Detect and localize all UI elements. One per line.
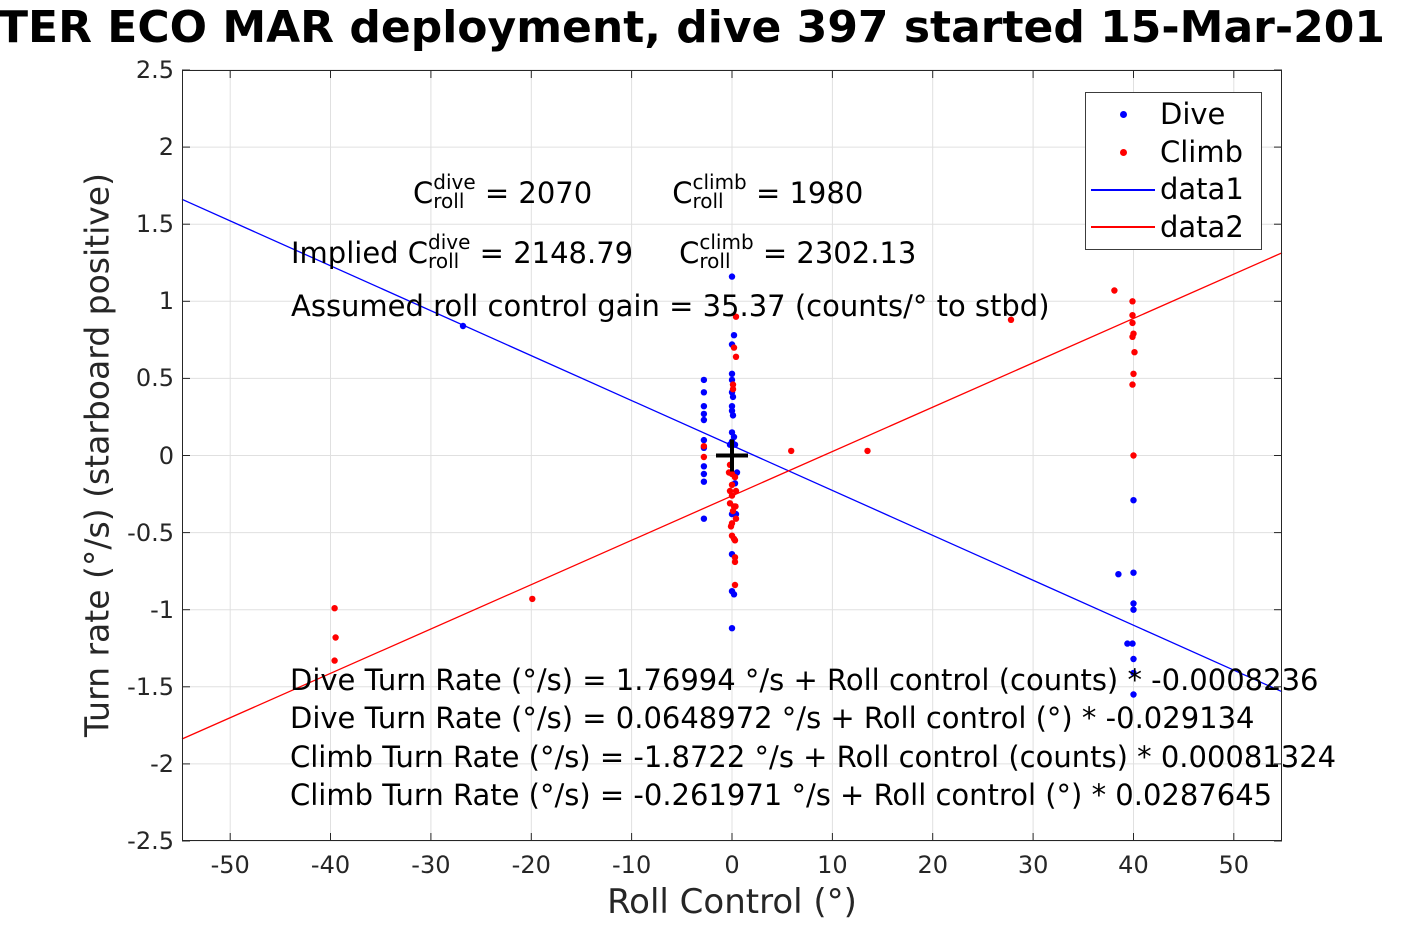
c-climb-scripts: climb roll (692, 170, 747, 213)
legend-item-dive: Dive (1086, 97, 1261, 133)
implied-climb-value: = 2302.13 (753, 236, 917, 270)
c-climb-sup: climb (699, 230, 754, 254)
c-climb-sub: roll (699, 249, 731, 273)
x-tick-label: -30 (411, 851, 451, 879)
red-dot-icon (1119, 148, 1127, 156)
implied-prefix: Implied (291, 236, 408, 270)
c-dive-scripts: dive roll (433, 170, 476, 213)
c-dive-sup: dive (433, 170, 476, 194)
red-line-icon (1091, 226, 1155, 229)
y-tick-label: -1 (150, 595, 174, 624)
implied-dive-value: = 2148.79 (470, 236, 634, 270)
c-dive-scripts: dive roll (428, 230, 471, 273)
y-tick-label: -1.5 (127, 672, 174, 701)
scatter-climb-group (331, 287, 1138, 664)
equation-climb-degrees: Climb Turn Rate (°/s) = -0.261971 °/s + … (290, 778, 1273, 812)
climb-marker-icon (1086, 148, 1160, 156)
c-dive-sub: roll (428, 249, 460, 273)
c-climb-value: = 1980 (746, 176, 864, 210)
legend-item-data1: data1 (1086, 172, 1261, 208)
chart-title: TER ECO MAR deployment, dive 397 started… (0, 2, 1385, 53)
c-climb-base: C (679, 236, 700, 270)
x-tick-label: -50 (210, 851, 250, 879)
scatter-dive-group (459, 273, 1137, 698)
legend-label: data1 (1160, 172, 1244, 207)
x-tick-label: 40 (1118, 851, 1149, 879)
c-climb-sub: roll (692, 189, 724, 213)
equation-dive-degrees: Dive Turn Rate (°/s) = 0.0648972 °/s + R… (290, 701, 1255, 735)
x-tick-label: 10 (817, 851, 848, 879)
y-tick-label: 1.5 (135, 210, 174, 239)
plot-area (181, 69, 1283, 842)
x-tick-label: -20 (511, 851, 551, 879)
y-tick-label: -0.5 (127, 518, 174, 547)
c-dive-base: C (407, 236, 429, 270)
y-tick-label: 2.5 (135, 56, 174, 84)
x-tick-label: 0 (724, 851, 740, 879)
y-tick-label: 1 (158, 287, 174, 316)
blue-line-icon (1091, 188, 1155, 191)
c-climb-base: C (672, 176, 693, 210)
x-tick-label: -10 (612, 851, 652, 879)
c-climb-sup: climb (692, 170, 747, 194)
y-tick-label: 0 (158, 441, 174, 470)
x-tick-label: 50 (1218, 851, 1250, 879)
plot-svg (181, 69, 1283, 842)
legend-item-data2: data2 (1086, 209, 1261, 245)
reference-plus-marker (716, 439, 748, 472)
legend-label: data2 (1160, 209, 1244, 244)
x-tick-label: -40 (310, 851, 351, 879)
data2-marker-icon (1086, 226, 1160, 229)
x-tick-label: 30 (1017, 851, 1049, 879)
annotation-roll-gain: Assumed roll control gain = 35.37 (count… (291, 289, 1050, 323)
c-dive-sub: roll (433, 189, 465, 213)
x-axis-label: Roll Control (°) (607, 882, 857, 922)
legend-label: Dive (1160, 97, 1226, 132)
c-dive-base: C (413, 176, 434, 210)
y-tick-label: 0.5 (135, 364, 174, 393)
y-tick-label: -2.5 (127, 827, 174, 855)
equation-dive-counts: Dive Turn Rate (°/s) = 1.76994 °/s + Rol… (290, 663, 1319, 697)
legend-item-climb: Climb (1086, 134, 1261, 170)
legend-label: Climb (1160, 134, 1244, 169)
axes-box (182, 70, 1282, 841)
c-dive-value: = 2070 (475, 176, 593, 210)
y-tick-label: -2 (150, 749, 174, 778)
blue-dot-icon (1119, 111, 1127, 119)
data1-marker-icon (1086, 188, 1160, 191)
c-climb-scripts: climb roll (699, 230, 754, 273)
y-tick-label: 2 (158, 133, 174, 162)
dive-marker-icon (1086, 111, 1160, 119)
x-tick-label: 20 (917, 851, 948, 879)
c-dive-sup: dive (428, 230, 471, 254)
equation-climb-counts: Climb Turn Rate (°/s) = -1.8722 °/s + Ro… (290, 740, 1337, 774)
fit-line-data2 (181, 252, 1283, 740)
legend: Dive Climb data1 data2 (1085, 92, 1262, 250)
